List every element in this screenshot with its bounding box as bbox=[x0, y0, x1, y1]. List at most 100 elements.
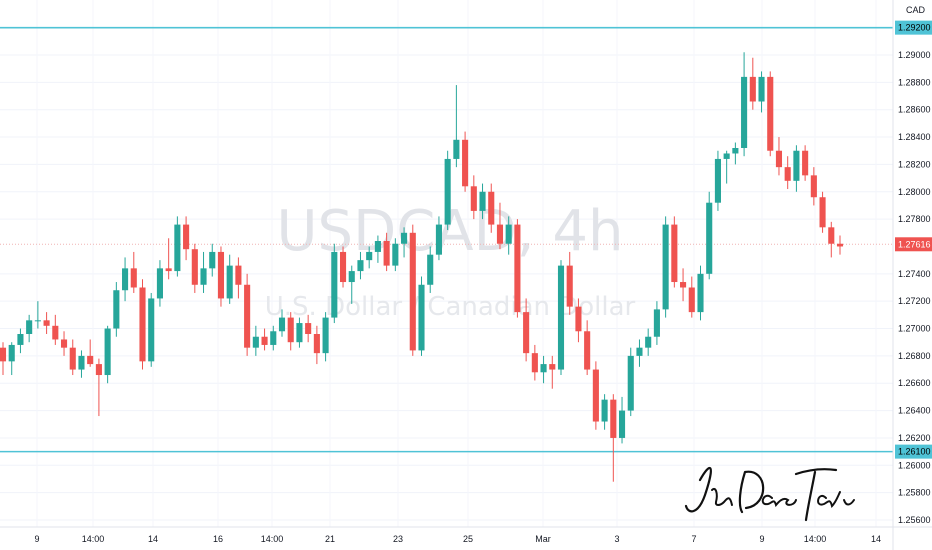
candle[interactable] bbox=[366, 246, 373, 269]
candle[interactable] bbox=[575, 298, 582, 343]
candle[interactable] bbox=[209, 243, 216, 277]
candle[interactable] bbox=[767, 71, 774, 157]
time-axis[interactable]: 9 14:00 14 16 14:00 21 23 25 Mar 3 7 9 14:00 14 bbox=[34, 534, 881, 544]
price-axis[interactable]: 1.29000 1.28800 1.28600 1.28400 1.28200 1.280… bbox=[898, 50, 931, 525]
candle[interactable] bbox=[183, 216, 190, 261]
candle[interactable] bbox=[313, 325, 320, 365]
candle[interactable] bbox=[810, 167, 817, 206]
candle[interactable] bbox=[252, 325, 259, 356]
candle[interactable] bbox=[714, 150, 721, 211]
candle[interactable] bbox=[296, 317, 303, 348]
candle[interactable] bbox=[130, 251, 137, 293]
candle[interactable] bbox=[505, 216, 512, 255]
candle[interactable] bbox=[0, 342, 7, 376]
candle[interactable] bbox=[278, 309, 286, 337]
candle[interactable] bbox=[802, 145, 809, 181]
candle[interactable] bbox=[488, 183, 495, 233]
candle[interactable] bbox=[741, 52, 748, 157]
candle[interactable] bbox=[479, 183, 486, 220]
candle[interactable] bbox=[174, 216, 181, 277]
candle[interactable] bbox=[122, 257, 129, 302]
candle[interactable] bbox=[610, 394, 617, 482]
candle[interactable] bbox=[636, 339, 643, 367]
candle[interactable] bbox=[409, 224, 416, 356]
candle[interactable] bbox=[645, 328, 652, 356]
candle[interactable] bbox=[435, 216, 442, 261]
candle[interactable] bbox=[78, 350, 85, 378]
candle[interactable] bbox=[331, 243, 338, 324]
candle[interactable] bbox=[418, 276, 425, 356]
candle[interactable] bbox=[305, 314, 312, 343]
candle[interactable] bbox=[828, 221, 835, 258]
candle[interactable] bbox=[348, 265, 355, 304]
candle[interactable] bbox=[680, 268, 687, 302]
candle[interactable] bbox=[584, 320, 591, 376]
candle[interactable] bbox=[104, 325, 111, 384]
candle[interactable] bbox=[8, 342, 15, 376]
candle[interactable] bbox=[627, 347, 634, 417]
candle[interactable] bbox=[226, 254, 233, 304]
candle[interactable] bbox=[819, 191, 826, 233]
candle[interactable] bbox=[217, 246, 225, 307]
candle[interactable] bbox=[392, 238, 399, 272]
candle[interactable] bbox=[200, 251, 207, 293]
candle[interactable] bbox=[60, 331, 68, 356]
candlestick-series[interactable] bbox=[0, 52, 844, 482]
candle[interactable] bbox=[758, 71, 765, 113]
candle[interactable] bbox=[270, 325, 277, 351]
candle[interactable] bbox=[139, 279, 146, 370]
candle[interactable] bbox=[514, 219, 521, 318]
candle[interactable] bbox=[784, 156, 791, 190]
candle[interactable] bbox=[549, 355, 556, 389]
candle[interactable] bbox=[339, 246, 347, 288]
candle[interactable] bbox=[749, 57, 756, 110]
candle[interactable] bbox=[52, 314, 59, 345]
candle[interactable] bbox=[793, 145, 800, 192]
candle[interactable] bbox=[653, 301, 660, 345]
candle[interactable] bbox=[244, 273, 251, 356]
candle[interactable] bbox=[592, 361, 599, 430]
candle[interactable] bbox=[148, 292, 155, 367]
candle[interactable] bbox=[557, 260, 565, 376]
candle[interactable] bbox=[697, 265, 704, 321]
candle[interactable] bbox=[235, 257, 242, 299]
candle[interactable] bbox=[706, 191, 713, 280]
candle[interactable] bbox=[540, 355, 547, 384]
candle[interactable] bbox=[732, 142, 739, 165]
candle[interactable] bbox=[69, 339, 76, 376]
candle[interactable] bbox=[444, 150, 451, 231]
candle[interactable] bbox=[287, 312, 294, 351]
candle[interactable] bbox=[523, 298, 530, 362]
candle[interactable] bbox=[322, 312, 329, 362]
candle[interactable] bbox=[723, 150, 730, 184]
candle[interactable] bbox=[453, 85, 460, 168]
candle[interactable] bbox=[26, 314, 33, 343]
candle[interactable] bbox=[688, 276, 695, 318]
candle[interactable] bbox=[662, 216, 669, 318]
candle[interactable] bbox=[87, 339, 94, 367]
candle[interactable] bbox=[165, 238, 172, 280]
candle[interactable] bbox=[156, 260, 163, 307]
candle[interactable] bbox=[566, 251, 573, 315]
candle[interactable] bbox=[374, 235, 381, 263]
candle[interactable] bbox=[531, 344, 538, 381]
candle[interactable] bbox=[836, 235, 844, 255]
candle[interactable] bbox=[496, 202, 504, 250]
candle[interactable] bbox=[95, 358, 102, 417]
candle[interactable] bbox=[261, 328, 268, 351]
candle[interactable] bbox=[34, 301, 41, 329]
candle[interactable] bbox=[462, 131, 469, 192]
candle[interactable] bbox=[618, 396, 626, 444]
candle[interactable] bbox=[671, 216, 678, 288]
candle[interactable] bbox=[401, 227, 408, 258]
candle[interactable] bbox=[427, 246, 434, 293]
candle[interactable] bbox=[383, 232, 390, 272]
candle[interactable] bbox=[601, 394, 608, 430]
candle[interactable] bbox=[191, 243, 198, 293]
candle[interactable] bbox=[775, 137, 783, 176]
candle[interactable] bbox=[470, 175, 477, 220]
candle[interactable] bbox=[113, 282, 120, 337]
candle[interactable] bbox=[17, 328, 24, 354]
candle[interactable] bbox=[43, 312, 50, 334]
